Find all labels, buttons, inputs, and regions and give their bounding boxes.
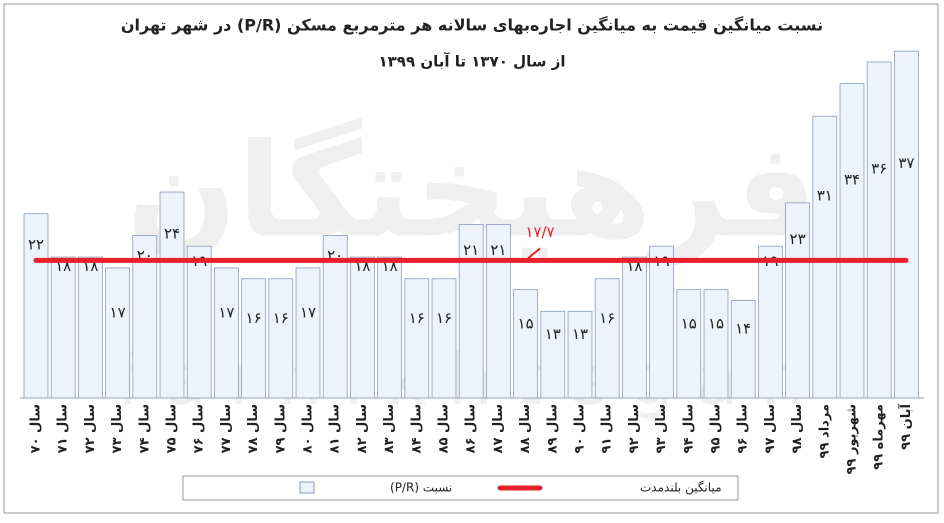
bar <box>78 256 103 399</box>
chart-title: نسبت میانگین قیمت به میانگین اجاره‌بهای … <box>121 16 823 35</box>
bar <box>703 289 729 399</box>
bar <box>404 278 430 399</box>
x-tick-label: سال ۸۷ <box>491 404 506 453</box>
x-tick-label: سال ۸۰ <box>301 404 316 453</box>
data-label: ۳۱ <box>817 187 833 205</box>
data-label: ۱۵ <box>518 314 534 332</box>
data-label: ۱۶ <box>436 309 452 327</box>
x-tick-label: سال ۸۱ <box>328 404 343 453</box>
bar <box>839 83 865 399</box>
x-tick-label: سال ۹۲ <box>627 404 642 453</box>
bar <box>540 310 566 399</box>
bar <box>866 61 892 399</box>
x-tick-label: سال ۷۱ <box>56 404 71 453</box>
data-label: ۲۳ <box>790 230 806 248</box>
data-label: ۲۱ <box>463 241 479 259</box>
chart-subtitle: از سال ۱۳۷۰ تا آبان ۱۳۹۹ <box>378 53 565 71</box>
bar <box>758 245 783 399</box>
bar <box>159 191 185 399</box>
x-tick-label: سال ۸۴ <box>409 404 424 453</box>
bar <box>785 202 810 399</box>
average-label: ۱۷/۷ <box>525 223 554 241</box>
bar <box>730 300 756 399</box>
data-label: ۱۵ <box>681 314 697 332</box>
x-tick-label: سال ۷۴ <box>137 404 152 453</box>
x-tick-label: سال ۷۸ <box>246 404 261 453</box>
legend-swatch <box>299 481 315 494</box>
data-label: ۱۶ <box>599 309 615 327</box>
bar <box>894 50 919 399</box>
bar <box>431 278 457 399</box>
legend-label: میانگین بلندمدت <box>640 481 722 496</box>
bar <box>213 267 239 399</box>
bar <box>513 289 538 399</box>
x-tick-label: آبان ۹۹ <box>897 403 914 449</box>
data-label: ۱۴ <box>735 320 751 338</box>
data-label: ۱۶ <box>273 309 289 327</box>
x-tick-label: سال ۹۳ <box>654 404 669 453</box>
x-tick-label: سال ۸۳ <box>382 404 397 453</box>
x-tick-label: سال ۹۰ <box>573 404 588 453</box>
x-tick-label: سال ۹۴ <box>681 404 696 453</box>
x-tick-label: سال ۷۳ <box>110 404 125 453</box>
bar <box>295 267 321 399</box>
x-tick-label: سال ۹۶ <box>736 404 751 453</box>
x-tick-label: سال ۹۱ <box>600 404 615 453</box>
data-label: ۱۷ <box>300 303 316 321</box>
bar <box>458 224 484 399</box>
data-label: ۱۶ <box>409 309 425 327</box>
x-tick-label: مهرماه ۹۹ <box>872 404 887 470</box>
bar <box>50 256 76 399</box>
x-tick-label: سال ۸۸ <box>518 404 533 453</box>
x-tick-label: سال ۸۹ <box>545 404 560 453</box>
data-label: ۳۶ <box>871 160 887 178</box>
x-tick-label: سال ۷۹ <box>273 404 288 453</box>
x-tick-label: سال ۷۲ <box>83 404 98 453</box>
bar <box>23 213 49 399</box>
x-tick-label: سال ۷۷ <box>219 404 234 453</box>
bar <box>567 310 593 399</box>
data-label: ۳۷ <box>898 154 914 172</box>
bar <box>186 245 212 399</box>
data-label: ۳۴ <box>844 170 860 188</box>
data-label: ۲۴ <box>164 225 180 243</box>
x-tick-label: سال ۹۸ <box>790 404 805 453</box>
bar <box>649 245 674 399</box>
bar <box>812 115 838 399</box>
data-label: ۱۷ <box>218 303 234 321</box>
data-label: ۱۵ <box>708 314 724 332</box>
bar <box>241 278 267 399</box>
x-tick-label: سال ۹۵ <box>709 404 724 453</box>
data-label: ۲۲ <box>28 236 44 254</box>
bar <box>268 278 294 399</box>
x-tick-label: سال ۷۰ <box>29 404 44 453</box>
data-label: ۱۶ <box>246 309 262 327</box>
x-tick-label: مرداد ۹۹ <box>817 404 832 458</box>
data-label: ۱۳ <box>545 325 561 343</box>
x-tick-label: شهریور ۹۹ <box>845 404 860 474</box>
bar <box>622 256 647 399</box>
bar <box>105 267 130 399</box>
bar <box>594 278 620 399</box>
legend-label: نسبت (P/R) <box>390 481 452 495</box>
x-tick-label: سال ۷۶ <box>192 404 207 453</box>
bar <box>485 224 511 399</box>
x-tick-label: سال ۷۵ <box>165 404 180 453</box>
bar <box>676 289 702 399</box>
x-tick-label: سال ۸۶ <box>464 404 479 453</box>
x-tick-label: سال ۸۵ <box>437 404 452 453</box>
legend <box>182 475 739 501</box>
bar <box>377 256 403 399</box>
x-tick-label: سال ۸۲ <box>355 404 370 453</box>
data-label: ۱۳ <box>572 325 588 343</box>
bar <box>349 256 375 399</box>
data-label: ۲۱ <box>490 241 506 259</box>
leader <box>527 247 541 260</box>
x-tick-label: سال ۹۷ <box>763 404 778 453</box>
data-label: ۱۷ <box>110 303 126 321</box>
